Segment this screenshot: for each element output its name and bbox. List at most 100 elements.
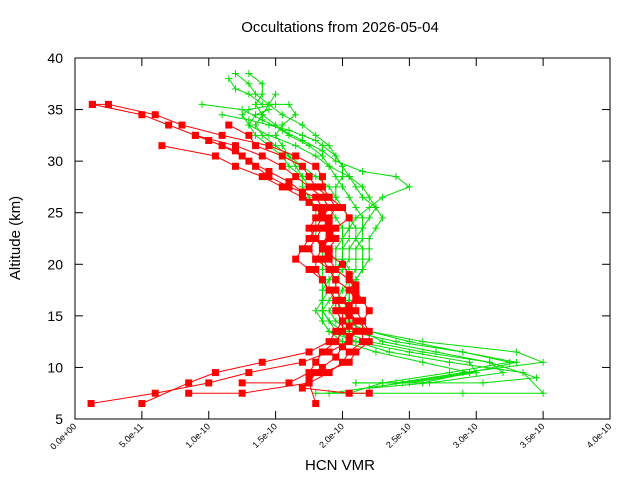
data-point-plus xyxy=(265,121,273,129)
data-point-square xyxy=(318,193,326,201)
data-point-square xyxy=(318,369,326,377)
data-point-square xyxy=(265,167,273,175)
data-point-plus xyxy=(392,173,400,181)
data-point-plus xyxy=(278,142,286,150)
data-point-plus xyxy=(405,338,413,346)
data-point-plus xyxy=(365,214,373,222)
data-point-square xyxy=(332,307,340,315)
data-point-square xyxy=(339,327,346,335)
data-point-square xyxy=(345,322,353,330)
data-point-plus xyxy=(332,183,340,191)
data-point-square xyxy=(151,111,159,119)
data-point-square xyxy=(345,286,353,294)
data-point-square xyxy=(339,204,346,212)
x-tick-label: 2.5e-10 xyxy=(384,421,413,450)
data-point-plus xyxy=(352,204,360,212)
data-point-plus xyxy=(225,75,233,83)
data-point-square xyxy=(305,369,313,377)
data-point-plus xyxy=(318,265,326,273)
data-point-square xyxy=(332,204,340,212)
data-point-square xyxy=(352,281,360,289)
data-point-plus xyxy=(325,296,333,304)
data-point-square xyxy=(285,178,293,186)
data-point-square xyxy=(339,317,346,325)
data-point-square xyxy=(359,338,367,346)
data-point-plus xyxy=(372,204,380,212)
x-tick-label: 4.0e-10 xyxy=(585,421,614,450)
data-point-square xyxy=(298,188,306,196)
series-line xyxy=(92,103,343,404)
data-point-square xyxy=(345,389,353,397)
data-point-square xyxy=(292,255,300,263)
data-point-square xyxy=(185,379,193,387)
data-point-square xyxy=(298,162,306,170)
data-point-plus xyxy=(352,214,360,222)
data-point-square xyxy=(325,229,333,237)
data-point-plus xyxy=(312,307,320,315)
data-point-plus xyxy=(318,317,326,325)
data-point-plus xyxy=(365,204,373,212)
data-point-square xyxy=(312,214,320,222)
data-point-square xyxy=(292,173,300,181)
data-point-square xyxy=(345,214,353,222)
data-point-plus xyxy=(252,121,260,129)
data-point-square xyxy=(352,291,360,299)
data-point-plus xyxy=(232,69,239,77)
data-point-square xyxy=(339,307,346,315)
y-tick-label: 10 xyxy=(47,359,63,375)
x-tick-label: 1.5e-10 xyxy=(250,421,279,450)
data-point-square xyxy=(352,307,360,315)
data-point-square xyxy=(332,276,340,284)
data-point-plus xyxy=(352,265,360,273)
data-point-square xyxy=(332,338,340,346)
data-point-square xyxy=(225,121,233,129)
data-point-square xyxy=(359,327,367,335)
data-point-square xyxy=(345,312,353,320)
data-point-plus xyxy=(539,389,547,397)
data-point-square xyxy=(158,142,166,150)
data-point-plus xyxy=(238,106,246,114)
data-point-plus xyxy=(339,173,346,181)
data-point-square xyxy=(278,183,286,191)
series-line xyxy=(188,124,370,394)
series-line xyxy=(248,73,510,394)
data-point-plus xyxy=(359,193,367,201)
data-point-square xyxy=(359,317,367,325)
data-point-plus xyxy=(432,348,440,356)
data-point-plus xyxy=(325,162,333,170)
data-point-square xyxy=(312,235,320,242)
data-point-square xyxy=(278,162,286,170)
data-point-plus xyxy=(218,111,226,119)
data-point-square xyxy=(232,147,239,155)
data-point-plus xyxy=(345,255,353,263)
data-point-plus xyxy=(379,379,387,387)
series-green xyxy=(238,100,507,392)
data-point-square xyxy=(359,296,367,304)
data-point-square xyxy=(305,374,313,382)
data-point-plus xyxy=(272,90,280,98)
data-point-square xyxy=(339,296,346,304)
data-point-plus xyxy=(385,348,393,356)
data-point-plus xyxy=(252,90,260,98)
data-point-square xyxy=(325,250,333,258)
data-point-square xyxy=(325,369,333,377)
x-tick-label: 0.0e+00 xyxy=(48,421,78,451)
data-point-square xyxy=(332,327,340,335)
data-point-plus xyxy=(512,348,520,356)
data-point-square xyxy=(265,173,273,181)
series-line xyxy=(235,73,544,384)
data-point-plus xyxy=(352,183,360,191)
data-point-plus xyxy=(278,121,286,129)
data-point-square xyxy=(345,302,353,310)
data-point-plus xyxy=(232,85,239,93)
data-point-plus xyxy=(298,121,306,129)
data-point-square xyxy=(339,343,346,351)
data-point-square xyxy=(245,369,253,377)
data-point-square xyxy=(325,204,333,212)
y-tick-label: 35 xyxy=(47,102,63,118)
data-point-plus xyxy=(258,131,266,139)
data-point-square xyxy=(252,142,260,150)
series-green xyxy=(232,69,547,387)
data-point-plus xyxy=(345,224,353,232)
data-point-square xyxy=(325,348,333,356)
